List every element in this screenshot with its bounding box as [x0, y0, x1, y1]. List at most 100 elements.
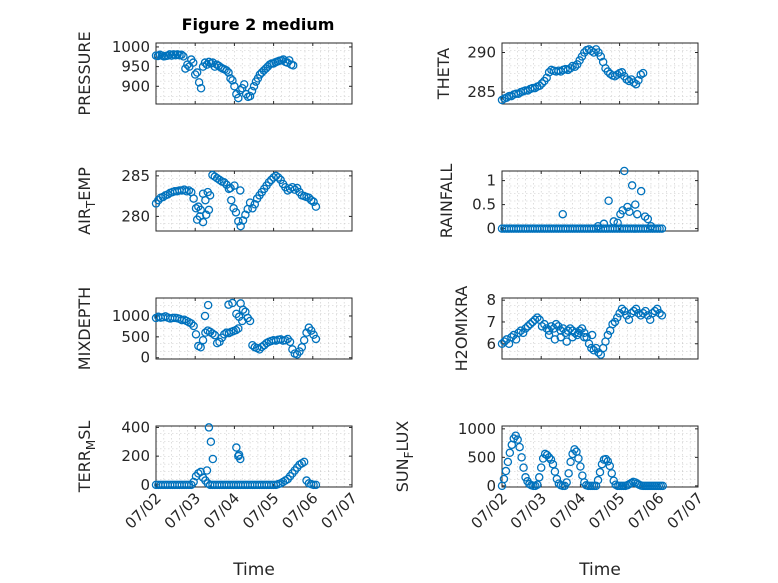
- data-point: [550, 467, 560, 476]
- data-point: [234, 324, 243, 333]
- ylabel-pressure: PRESSURE: [75, 31, 94, 115]
- data-point: [290, 185, 300, 194]
- data-point: [548, 459, 558, 469]
- data-point: [627, 181, 637, 190]
- ylabel-air_temp: AIRTEMP: [75, 167, 98, 235]
- data-point: [208, 454, 218, 464]
- y-tick-label: 400: [121, 418, 150, 436]
- y-tick-label: 900: [121, 77, 150, 95]
- data-point: [603, 457, 613, 466]
- data-point: [580, 328, 589, 338]
- subplot-mixdepth: 0 500 1000 MIXDEPTH: [75, 287, 353, 370]
- y-tick-label: 1000: [112, 38, 150, 56]
- axes-box: [501, 42, 699, 105]
- ylabel-terr_msl: TERRMSL: [75, 421, 98, 494]
- data-point: [500, 337, 509, 346]
- data-point: [624, 76, 634, 86]
- grid: [502, 171, 698, 231]
- figure-title: Figure 2 medium: [182, 15, 335, 34]
- data-point: [192, 68, 202, 77]
- data-point: [232, 443, 241, 452]
- data-point: [191, 330, 201, 339]
- data-point: [198, 217, 208, 227]
- data-point: [601, 454, 611, 464]
- data-point: [587, 330, 597, 340]
- data-point: [194, 78, 204, 87]
- data-point: [622, 311, 631, 320]
- ylabel-sun_flux: SUNFLUX: [393, 421, 416, 493]
- y-tick-label: 285: [467, 83, 496, 101]
- data-point: [188, 58, 198, 67]
- data-point: [650, 306, 660, 316]
- data-point: [513, 435, 522, 444]
- data-point: [623, 202, 632, 212]
- series-pressure: [151, 50, 298, 103]
- data-point: [236, 186, 245, 195]
- y-tick-label: 1000: [458, 420, 496, 438]
- data-point: [177, 50, 186, 60]
- data-point: [625, 207, 634, 217]
- data-point: [202, 466, 212, 475]
- y-tick-label: 280: [121, 207, 150, 225]
- y-tick-label: 0: [140, 476, 150, 494]
- data-point: [288, 182, 297, 192]
- data-point: [523, 322, 533, 331]
- data-point: [253, 74, 263, 83]
- xlabel-sun_flux: Time: [578, 560, 621, 580]
- data-point: [184, 186, 194, 195]
- xlabel-terr_msl: Time: [232, 560, 275, 580]
- data-point: [636, 70, 646, 79]
- data-point: [652, 304, 662, 314]
- x-tick-label: 07/04: [200, 489, 243, 532]
- data-point: [604, 196, 613, 206]
- data-point: [309, 330, 318, 340]
- data-point: [502, 93, 511, 102]
- data-point: [515, 442, 524, 452]
- data-point: [226, 74, 235, 83]
- y-tick-label: 290: [467, 44, 496, 62]
- data-point: [499, 474, 509, 484]
- y-tick-label: 950: [121, 58, 150, 76]
- y-tick-label: 0: [140, 349, 150, 367]
- x-tick-label: 07/03: [161, 489, 204, 532]
- data-point: [222, 66, 231, 75]
- data-point: [299, 335, 309, 345]
- data-point: [208, 329, 217, 338]
- data-point: [608, 319, 617, 329]
- data-point: [620, 166, 629, 176]
- data-point: [228, 76, 237, 85]
- data-point: [231, 208, 241, 217]
- data-point: [622, 75, 631, 84]
- data-point: [191, 204, 201, 213]
- data-point: [182, 480, 191, 490]
- data-point: [231, 325, 241, 335]
- data-point: [542, 73, 551, 83]
- data-point: [566, 457, 575, 467]
- data-point: [196, 84, 206, 93]
- data-point: [558, 209, 568, 219]
- data-point: [306, 326, 316, 335]
- data-point: [239, 80, 249, 89]
- data-point: [638, 68, 648, 78]
- data-point: [634, 75, 643, 85]
- data-point: [546, 455, 556, 464]
- data-point: [595, 467, 605, 477]
- x-tick-label: 07/06: [278, 489, 321, 532]
- data-point: [658, 481, 667, 491]
- data-point: [309, 197, 318, 207]
- data-point: [249, 82, 259, 91]
- data-point: [255, 345, 264, 354]
- x-tick-label: 07/07: [318, 489, 361, 532]
- data-point: [509, 330, 519, 340]
- data-point: [224, 300, 233, 309]
- data-point: [631, 304, 641, 314]
- data-point: [189, 321, 198, 331]
- data-point: [238, 305, 248, 314]
- data-point: [536, 463, 546, 472]
- data-point: [206, 437, 216, 447]
- data-point: [584, 339, 594, 348]
- data-point: [187, 319, 196, 328]
